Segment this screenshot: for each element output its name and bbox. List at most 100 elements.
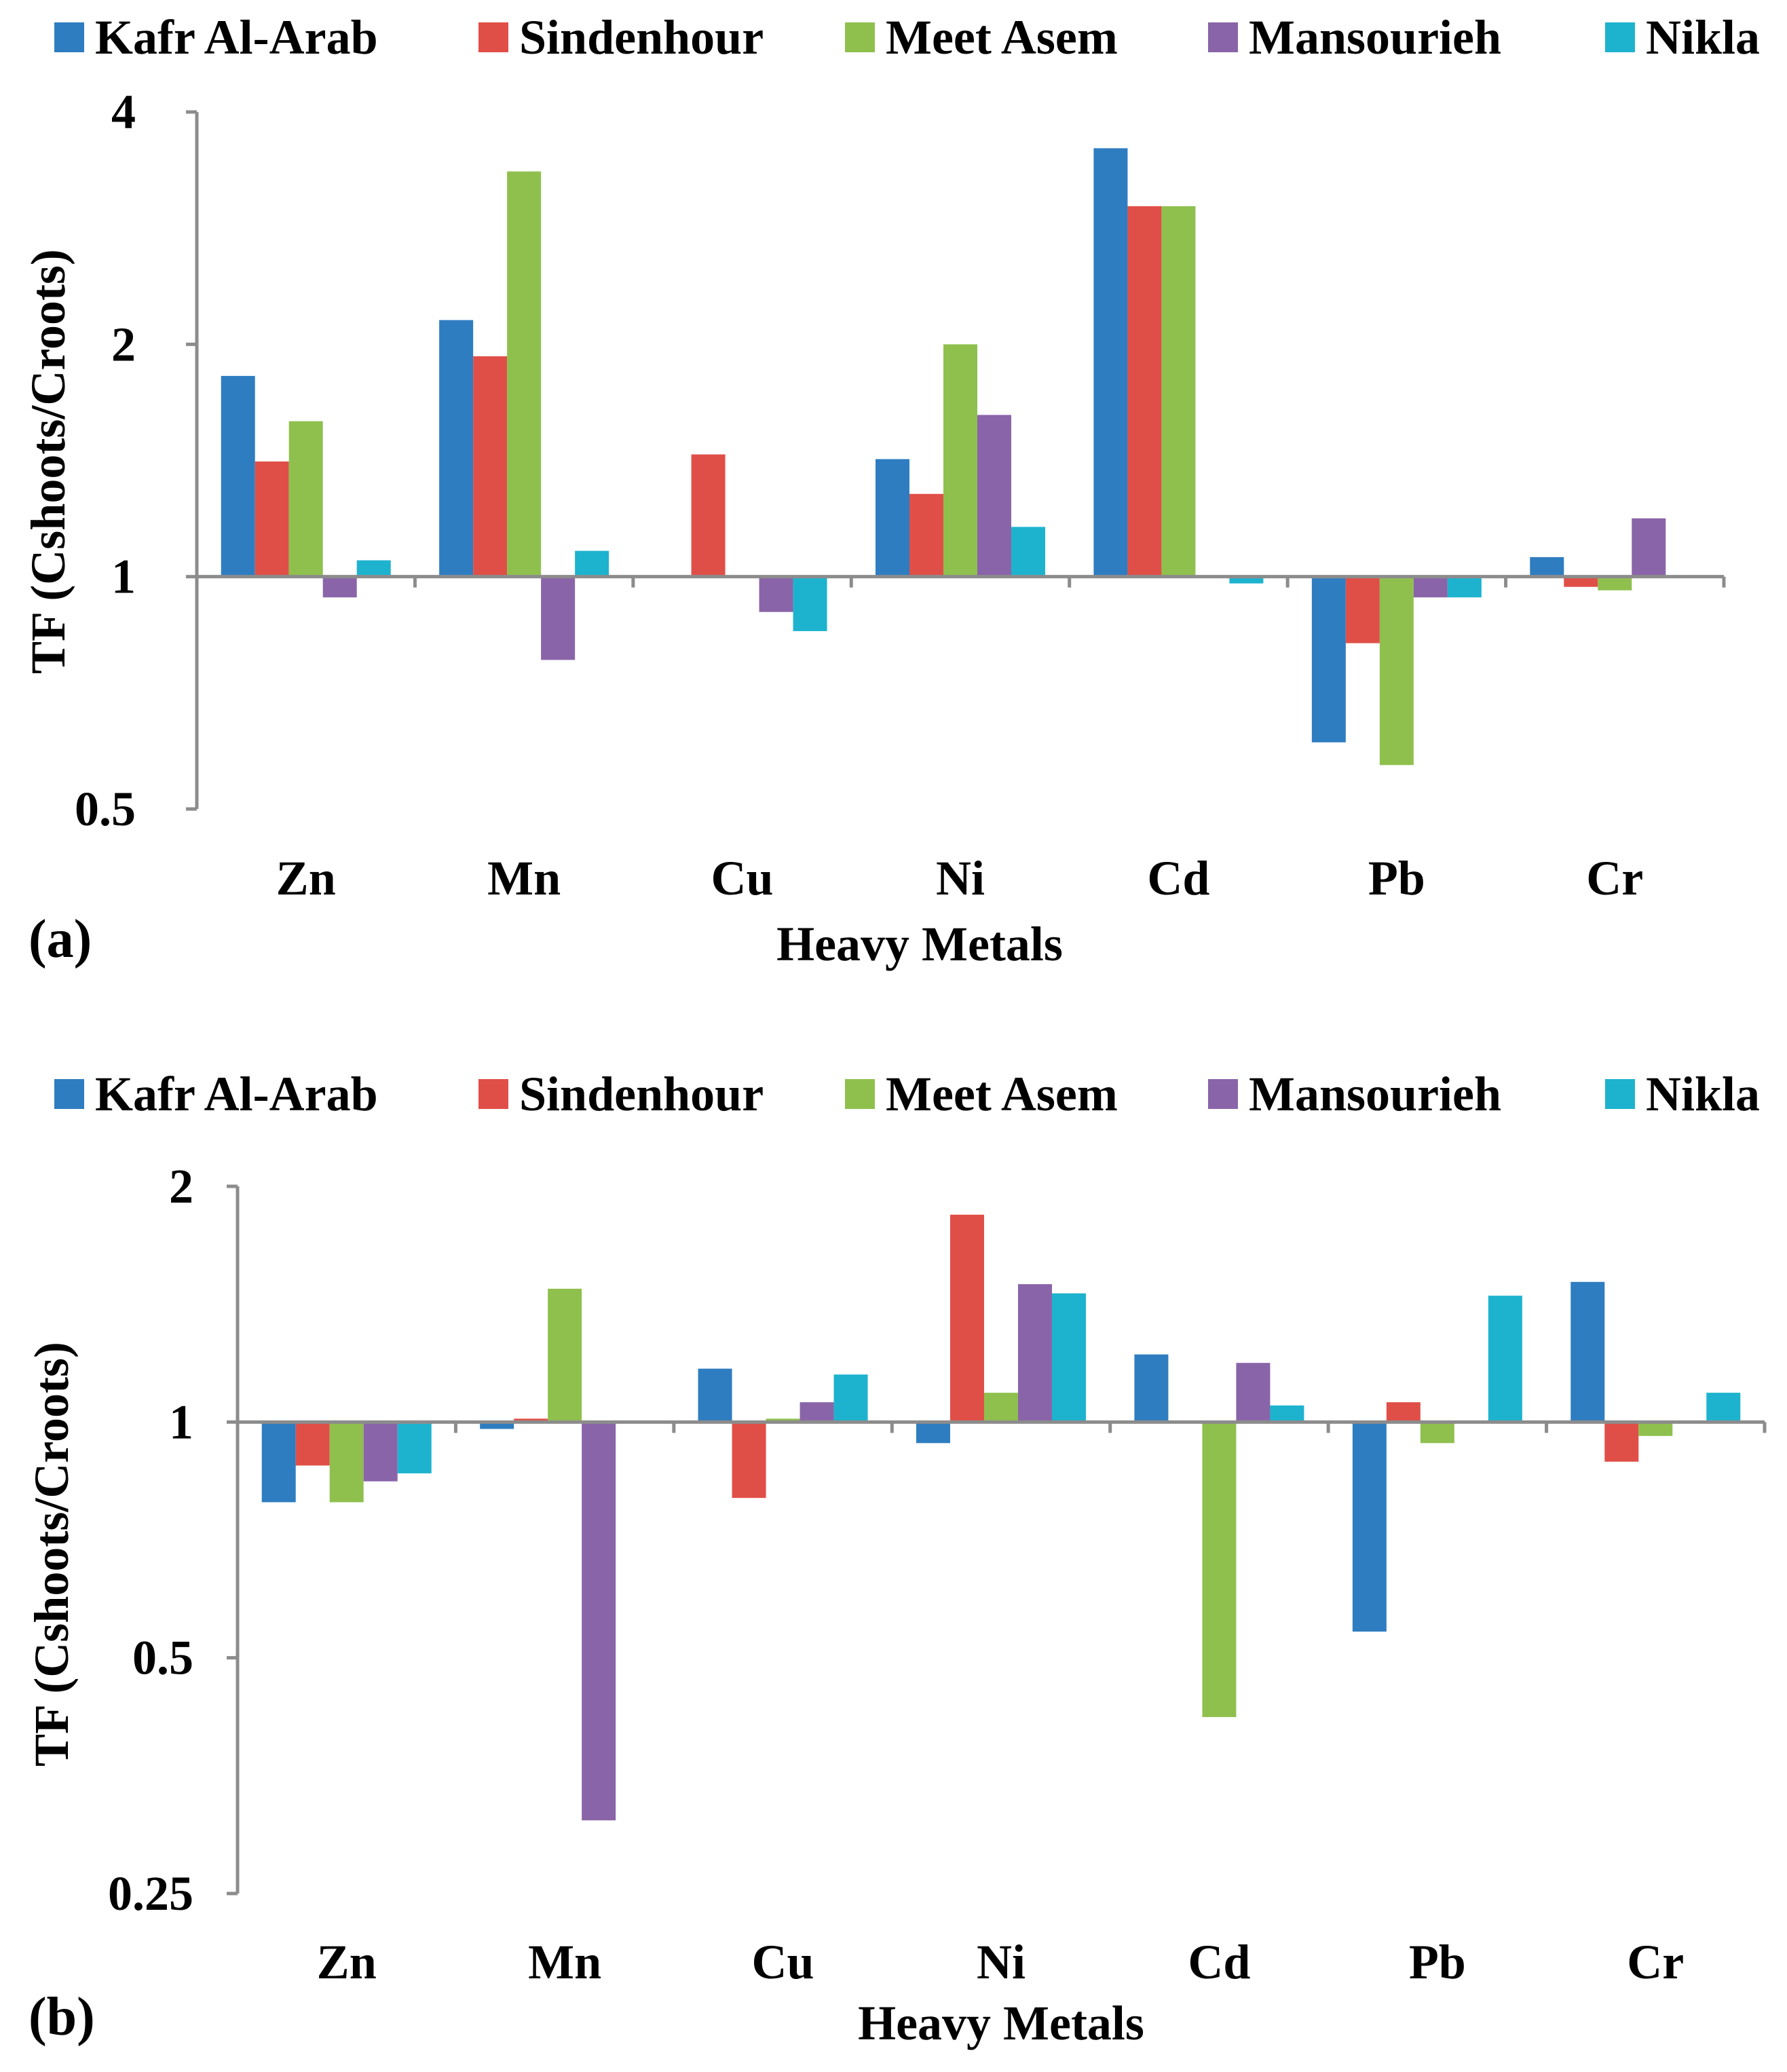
series-kafr-al-arab <box>221 148 1564 742</box>
bar-kafr-al-arab-mn <box>439 320 474 577</box>
bar-nikla-mn <box>575 550 609 577</box>
x-tick-label-cr: Cr <box>1627 1935 1684 1989</box>
bar-sindenhour-cd <box>1127 206 1162 577</box>
chart-panel-b: Kafr Al-Arab Sindenhour Meet Asem Mansourie… <box>24 1067 1767 2050</box>
bar-sindenhour-cr <box>1564 576 1598 587</box>
bar-meet-asem-cd <box>1202 1422 1237 1718</box>
bar-sindenhour-mn <box>473 356 508 577</box>
bar-sindenhour-pb <box>1386 1402 1421 1423</box>
legend-label-mansourieh: Mansourieh <box>1249 10 1501 64</box>
y-tick-label: 4 <box>111 85 136 139</box>
x-tick-label-pb: Pb <box>1409 1935 1466 1989</box>
bar-mansourieh-pb <box>1413 576 1448 598</box>
bar-nikla-cd <box>1229 576 1264 584</box>
series-mansourieh <box>363 1284 1707 1821</box>
x-tick-label-cd: Cd <box>1188 1935 1250 1989</box>
legend-swatch-sindenhour <box>478 1079 508 1109</box>
x-tick-label-cu: Cu <box>752 1935 814 1989</box>
bar-meet-asem-mn <box>507 171 542 577</box>
bar-kafr-al-arab-pb <box>1352 1422 1387 1632</box>
bar-nikla-zn <box>356 560 391 577</box>
bar-meet-asem-mn <box>548 1288 582 1423</box>
bar-sindenhour-pb <box>1345 576 1380 643</box>
bar-mansourieh-ni <box>977 415 1011 577</box>
bar-kafr-al-arab-cr <box>1530 557 1564 577</box>
y-axis-title: TF (Cshoots/Croots) <box>21 249 75 674</box>
bar-mansourieh-cu <box>759 576 793 612</box>
bar-mansourieh-zn <box>322 576 357 598</box>
series-kafr-al-arab <box>261 1281 1605 1632</box>
y-tick-label: 2 <box>111 317 136 371</box>
bar-kafr-al-arab-cd <box>1093 148 1128 577</box>
legend-swatch-meet-asem <box>845 22 875 52</box>
legend-label-kafr-al-arab: Kafr Al-Arab <box>95 10 378 64</box>
x-tick-label-zn: Zn <box>276 851 336 905</box>
legend-label-meet-asem: Meet Asem <box>886 1067 1118 1121</box>
bar-kafr-al-arab-pb <box>1311 576 1346 742</box>
legend: Kafr Al-Arab Sindenhour Meet Asem Mansourie… <box>54 10 1760 64</box>
legend-label-sindenhour: Sindenhour <box>519 1067 764 1121</box>
series-sindenhour <box>255 206 1598 643</box>
legend-label-sindenhour: Sindenhour <box>519 10 764 64</box>
legend-swatch-sindenhour <box>478 22 508 52</box>
legend-swatch-kafr-al-arab <box>54 1079 84 1109</box>
legend-label-nikla: Nikla <box>1646 10 1760 64</box>
bar-nikla-cr <box>1706 1393 1741 1423</box>
bar-meet-asem-ni <box>943 344 977 577</box>
bar-kafr-al-arab-cd <box>1134 1354 1169 1423</box>
legend-label-mansourieh: Mansourieh <box>1249 1067 1501 1121</box>
y-tick-label: 0.25 <box>108 1866 193 1921</box>
x-tick-label-mn: Mn <box>487 851 561 905</box>
bar-mansourieh-cr <box>1632 518 1666 577</box>
x-tick-label-pb: Pb <box>1368 851 1425 905</box>
series-meet-asem <box>329 1288 1673 1718</box>
bar-meet-asem-pb <box>1379 576 1414 766</box>
bar-nikla-ni <box>1011 527 1045 577</box>
bar-mansourieh-zn <box>363 1422 398 1482</box>
legend-swatch-kafr-al-arab <box>54 22 84 52</box>
bar-nikla-cu <box>833 1374 868 1423</box>
bar-kafr-al-arab-cu <box>698 1368 732 1423</box>
bar-mansourieh-mn <box>541 576 576 660</box>
bar-meet-asem-cd <box>1161 206 1196 577</box>
bar-meet-asem-pb <box>1420 1422 1454 1444</box>
legend-swatch-nikla <box>1605 1079 1635 1109</box>
bar-mansourieh-mn <box>582 1422 616 1821</box>
bar-sindenhour-ni <box>950 1214 984 1423</box>
bar-mansourieh-cd <box>1236 1363 1271 1423</box>
bar-sindenhour-ni <box>909 493 943 577</box>
panel-label: (a) <box>29 909 92 969</box>
x-tick-label-zn: Zn <box>317 1935 377 1989</box>
y-tick-label: 0.5 <box>132 1631 193 1685</box>
x-tick-label-mn: Mn <box>528 1935 601 1989</box>
legend: Kafr Al-Arab Sindenhour Meet Asem Mansourie… <box>54 1067 1760 1121</box>
bar-meet-asem-cr <box>1598 576 1632 590</box>
series-mansourieh <box>322 415 1666 660</box>
bar-nikla-cd <box>1270 1405 1304 1423</box>
bar-kafr-al-arab-ni <box>876 459 909 577</box>
series-nikla <box>397 1293 1741 1473</box>
series-sindenhour <box>295 1214 1639 1499</box>
series-nikla <box>356 527 1700 631</box>
bar-kafr-al-arab-mn <box>480 1422 514 1429</box>
bar-kafr-al-arab-zn <box>261 1422 296 1503</box>
legend-swatch-meet-asem <box>845 1079 875 1109</box>
bar-sindenhour-cu <box>732 1422 766 1499</box>
x-tick-label-cu: Cu <box>711 851 774 905</box>
bar-sindenhour-cu <box>691 454 726 577</box>
bar-nikla-pb <box>1447 576 1482 598</box>
bar-sindenhour-zn <box>255 461 289 577</box>
y-tick-label: 1 <box>169 1395 193 1449</box>
x-tick-label-ni: Ni <box>936 851 985 905</box>
x-tick-label-cr: Cr <box>1586 851 1643 905</box>
x-tick-label-ni: Ni <box>977 1935 1026 1989</box>
bar-nikla-zn <box>397 1422 432 1473</box>
series-meet-asem <box>288 171 1632 766</box>
chart-panel-a: Kafr Al-Arab Sindenhour Meet Asem Mansourie… <box>21 10 1760 971</box>
bar-nikla-pb <box>1488 1296 1522 1423</box>
panel-label: (b) <box>29 1987 95 2047</box>
legend-swatch-mansourieh <box>1208 1079 1238 1109</box>
legend-label-meet-asem: Meet Asem <box>886 10 1118 64</box>
y-tick-label: 0.5 <box>75 782 136 836</box>
